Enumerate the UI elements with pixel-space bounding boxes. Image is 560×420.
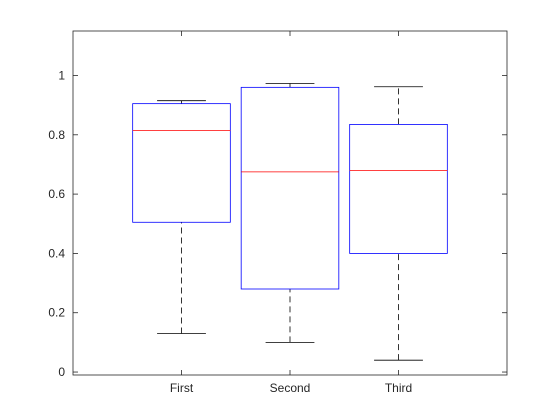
iqr-box <box>349 124 448 254</box>
y-tick-label: 0.2 <box>48 306 65 320</box>
box-first <box>132 100 231 334</box>
boxes-layer <box>132 83 448 361</box>
x-tick-label: Second <box>270 381 311 395</box>
iqr-box <box>240 86 340 290</box>
iqr-box <box>132 103 231 223</box>
plot-area <box>72 30 508 376</box>
y-tick-label: 0.8 <box>48 128 65 142</box>
y-tick-label: 1 <box>58 68 65 82</box>
y-tick-label: 0.6 <box>48 187 65 201</box>
x-axis: First Second Third <box>170 31 412 395</box>
box-second <box>240 83 340 343</box>
box-third <box>349 86 448 361</box>
y-tick-label: 0.4 <box>48 246 65 260</box>
y-tick-label: 0 <box>58 365 65 379</box>
y-axis: 0 0.2 0.4 0.6 0.8 1 <box>48 68 507 379</box>
x-tick-label: First <box>170 381 194 395</box>
x-tick-label: Third <box>385 381 412 395</box>
